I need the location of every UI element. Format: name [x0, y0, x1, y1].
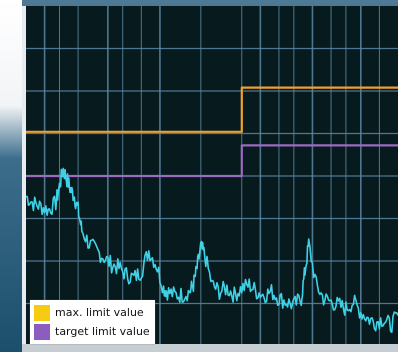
- legend-swatch-target: [34, 323, 50, 340]
- legend-label-max: max. limit value: [55, 306, 144, 319]
- chart-canvas: [26, 6, 398, 346]
- monitor-chart: [22, 6, 398, 346]
- status-bar: [22, 344, 398, 352]
- legend-item-target: target limit value: [34, 322, 150, 341]
- chart-legend: max. limit value target limit value: [30, 300, 155, 344]
- side-panel: [0, 0, 22, 352]
- legend-swatch-max: [34, 304, 50, 321]
- target-limit-line: [26, 144, 398, 178]
- legend-item-max: max. limit value: [34, 303, 150, 322]
- legend-label-target: target limit value: [55, 325, 150, 338]
- max-limit-line: [26, 86, 398, 133]
- signal-line: [26, 167, 398, 334]
